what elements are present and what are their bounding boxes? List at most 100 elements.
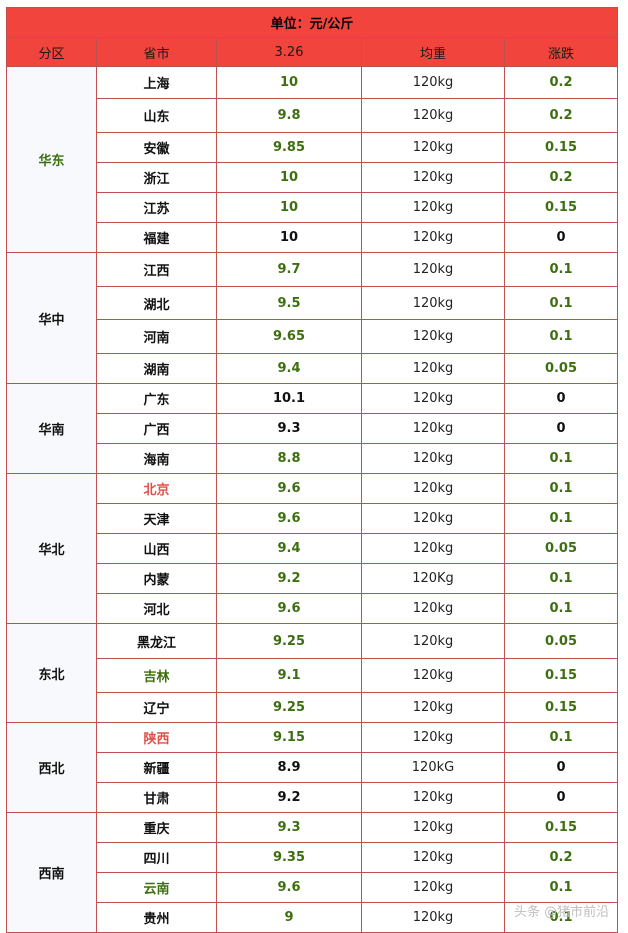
table-row: 江苏 10 120kg 0.15	[7, 192, 618, 223]
change-cell: 0.05	[504, 623, 618, 659]
table-row: 四川 9.35 120kg 0.2	[7, 842, 618, 873]
province-cell: 福建	[96, 222, 217, 253]
weight-cell: 120kG	[361, 752, 505, 783]
change-cell: 0.15	[504, 132, 618, 163]
region-cell: 西北	[6, 722, 97, 813]
price-cell: 9.8	[216, 98, 362, 133]
price-cell: 9.25	[216, 623, 362, 659]
price-cell: 9.6	[216, 872, 362, 903]
weight-cell: 120kg	[361, 503, 505, 534]
weight-cell: 120kg	[361, 812, 505, 843]
weight-cell: 120kg	[361, 66, 505, 99]
price-cell: 9.65	[216, 319, 362, 354]
header-weight: 均重	[361, 37, 505, 67]
province-cell: 浙江	[96, 162, 217, 193]
change-cell: 0.1	[504, 319, 618, 354]
province-cell: 广东	[96, 383, 217, 414]
change-cell: 0.2	[504, 66, 618, 99]
table-row: 广西 9.3 120kg 0	[7, 413, 618, 444]
province-cell: 云南	[96, 872, 217, 903]
region-cell: 西南	[6, 812, 97, 933]
province-cell: 海南	[96, 443, 217, 474]
weight-cell: 120kg	[361, 473, 505, 504]
weight-cell: 120kg	[361, 623, 505, 659]
weight-cell: 120kg	[361, 872, 505, 903]
change-cell: 0.1	[504, 286, 618, 320]
change-cell: 0.05	[504, 353, 618, 384]
price-cell: 10	[216, 192, 362, 223]
change-cell: 0.1	[504, 563, 618, 594]
weight-cell: 120kg	[361, 383, 505, 414]
table-row: 华南 广东 10.1 120kg 0	[6, 383, 618, 474]
weight-cell: 120kg	[361, 593, 505, 624]
change-cell: 0.1	[504, 902, 618, 933]
province-cell: 湖北	[96, 286, 217, 320]
weight-cell: 120kg	[361, 98, 505, 133]
table-row: 东北 黑龙江 9.25 120kg 0.05	[6, 623, 618, 723]
province-cell: 新疆	[96, 752, 217, 783]
weight-cell: 120kg	[361, 842, 505, 873]
change-cell: 0.15	[504, 658, 618, 693]
province-cell: 四川	[96, 842, 217, 873]
header-date: 3.26	[216, 37, 362, 67]
change-cell: 0	[504, 222, 618, 253]
price-cell: 9	[216, 902, 362, 933]
table-row: 福建 10 120kg 0	[7, 222, 618, 253]
table-row: 海南 8.8 120kg 0.1	[7, 443, 618, 474]
weight-cell: 120kg	[361, 162, 505, 193]
weight-cell: 120kg	[361, 252, 505, 287]
price-cell: 9.85	[216, 132, 362, 163]
change-cell: 0.1	[504, 252, 618, 287]
region-cell: 华南	[6, 383, 97, 474]
price-cell: 9.1	[216, 658, 362, 693]
weight-cell: 120kg	[361, 286, 505, 320]
table-row: 新疆 8.9 120kG 0	[7, 752, 618, 783]
change-cell: 0	[504, 752, 618, 783]
province-cell: 山西	[96, 533, 217, 564]
price-cell: 9.6	[216, 503, 362, 534]
province-cell: 广西	[96, 413, 217, 444]
price-cell: 8.9	[216, 752, 362, 783]
price-cell: 9.35	[216, 842, 362, 873]
weight-cell: 120kg	[361, 902, 505, 933]
weight-cell: 120kg	[361, 782, 505, 813]
change-cell: 0.1	[504, 593, 618, 624]
table-row: 安徽 9.85 120kg 0.15	[7, 132, 618, 163]
unit-row: 单位：元/公斤	[6, 7, 618, 38]
weight-cell: 120kg	[361, 132, 505, 163]
province-cell: 安徽	[96, 132, 217, 163]
change-cell: 0.2	[504, 842, 618, 873]
weight-cell: 120Kg	[361, 563, 505, 594]
province-cell: 贵州	[96, 902, 217, 933]
table-row: 山东 9.8 120kg 0.2	[7, 98, 618, 133]
price-cell: 10	[216, 162, 362, 193]
province-cell: 天津	[96, 503, 217, 534]
weight-cell: 120kg	[361, 413, 505, 444]
change-cell: 0	[504, 383, 618, 414]
price-table: 单位：元/公斤 分区 省市 3.26 均重 涨跌 华东 上海 10 120kg 0.2 山…	[6, 7, 618, 933]
table-row: 辽宁 9.25 120kg 0.15	[7, 692, 618, 723]
province-cell: 北京	[96, 473, 217, 504]
weight-cell: 120kg	[361, 722, 505, 753]
price-cell: 9.7	[216, 252, 362, 287]
price-cell: 9.5	[216, 286, 362, 320]
weight-cell: 120kg	[361, 692, 505, 723]
price-cell: 9.2	[216, 563, 362, 594]
province-cell: 河北	[96, 593, 217, 624]
table-row: 贵州 9 120kg 0.1	[7, 902, 618, 933]
header-row: 分区 省市 3.26 均重 涨跌	[6, 37, 618, 67]
price-cell: 9.25	[216, 692, 362, 723]
price-cell: 8.8	[216, 443, 362, 474]
table-row: 西南 重庆 9.3 120kg 0.15	[6, 812, 618, 933]
change-cell: 0.2	[504, 162, 618, 193]
table-row: 甘肃 9.2 120kg 0	[7, 782, 618, 813]
header-province: 省市	[96, 37, 217, 67]
change-cell: 0	[504, 413, 618, 444]
region-cell: 华北	[6, 473, 97, 624]
province-cell: 山东	[96, 98, 217, 133]
region-cell: 华东	[6, 66, 97, 253]
table-row: 湖南 9.4 120kg 0.05	[7, 353, 618, 384]
province-cell: 陕西	[96, 722, 217, 753]
table-row: 天津 9.6 120kg 0.1	[7, 503, 618, 534]
weight-cell: 120kg	[361, 533, 505, 564]
